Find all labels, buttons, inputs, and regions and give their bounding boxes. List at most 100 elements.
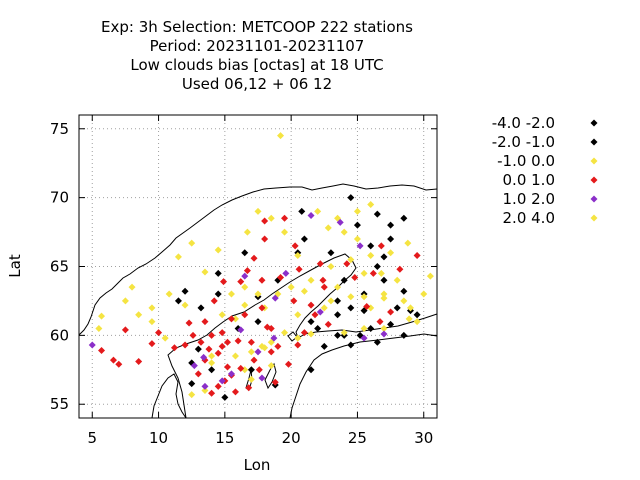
station-point [373, 263, 381, 270]
station-point [426, 272, 434, 280]
station-point [231, 388, 239, 396]
station-point [320, 283, 328, 291]
x-tick-label: 25 [348, 429, 367, 447]
station-point [261, 344, 269, 352]
station-point [218, 311, 226, 319]
station-point [181, 341, 189, 349]
station-point [347, 304, 355, 312]
station-point [287, 283, 295, 291]
station-point [98, 347, 106, 355]
station-point [200, 353, 208, 361]
y-tick-label: 75 [50, 120, 69, 138]
station-point [267, 348, 275, 356]
station-point [208, 359, 216, 367]
station-point [420, 290, 428, 298]
station-point [404, 239, 412, 247]
station-point [377, 269, 385, 277]
station-point [277, 132, 285, 140]
station-point [367, 242, 375, 250]
station-point [380, 294, 388, 302]
station-point [208, 352, 216, 360]
station-point [161, 334, 169, 342]
station-point [174, 253, 182, 261]
station-point [307, 276, 315, 284]
station-point [311, 311, 319, 319]
station-point [181, 287, 189, 295]
station-point [255, 366, 263, 374]
station-point [360, 269, 368, 277]
station-point [194, 370, 202, 378]
legend: -4.0 -2.0-2.0 -1.0-1.0 0.00.0 1.01.0 2.0… [492, 114, 598, 227]
station-point [351, 274, 359, 282]
station-point [380, 324, 388, 332]
station-point [218, 329, 226, 337]
station-point [201, 318, 209, 326]
station-point [227, 370, 235, 378]
station-point [327, 263, 335, 270]
station-point [316, 260, 324, 268]
station-point [294, 311, 302, 319]
station-point [360, 324, 368, 332]
station-point [197, 338, 205, 346]
station-point [135, 311, 143, 319]
station-point [243, 228, 251, 236]
station-point [396, 265, 404, 273]
station-point [353, 221, 361, 229]
station-point [189, 331, 197, 339]
station-point [367, 201, 375, 209]
y-tick-label: 70 [50, 189, 69, 207]
station-point [387, 249, 395, 257]
station-point [224, 338, 232, 346]
station-point [387, 221, 395, 229]
station-point [413, 251, 421, 259]
station-point [218, 377, 226, 385]
station-point [241, 301, 249, 309]
station-point [241, 311, 249, 319]
station-point [214, 269, 222, 277]
station-point [254, 318, 262, 326]
station-point [307, 366, 315, 374]
station-point [353, 235, 361, 243]
station-point [340, 329, 348, 337]
station-point [247, 366, 255, 374]
station-point [319, 276, 327, 284]
station-point [380, 290, 388, 298]
x-axis-ticks: 5 10 15 20 25 30 [87, 115, 433, 447]
station-point [307, 301, 315, 309]
station-point [214, 349, 222, 357]
station-point [400, 331, 408, 339]
station-point [307, 212, 315, 220]
grid-lines [79, 115, 437, 418]
station-point [231, 315, 239, 323]
station-point [314, 207, 322, 215]
station-point [220, 278, 228, 286]
y-tick-label: 60 [50, 326, 69, 344]
legend-label: -2.0 -1.0 [492, 133, 555, 151]
legend-marker [590, 138, 598, 146]
station-point [281, 214, 289, 222]
station-point [95, 324, 103, 332]
station-point [165, 290, 173, 298]
station-point [227, 315, 235, 323]
title-line-2: Period: 20231101-20231107 [150, 37, 365, 55]
station-point [221, 393, 229, 401]
station-point [400, 214, 408, 222]
jutland-coastline [151, 373, 187, 419]
station-point [353, 207, 361, 215]
station-point [109, 356, 117, 364]
station-point [98, 312, 106, 320]
station-point [294, 334, 302, 342]
station-point [267, 362, 275, 370]
scandinavia-coastline [78, 183, 438, 336]
station-point [300, 287, 308, 295]
station-point [128, 283, 136, 291]
station-point [340, 276, 348, 284]
station-point [380, 330, 388, 338]
station-point [241, 249, 249, 257]
station-point [241, 283, 249, 291]
station-point [316, 308, 324, 316]
station-point [267, 324, 275, 332]
station-point [241, 272, 249, 280]
station-point [250, 356, 258, 364]
legend-marker [590, 119, 598, 127]
